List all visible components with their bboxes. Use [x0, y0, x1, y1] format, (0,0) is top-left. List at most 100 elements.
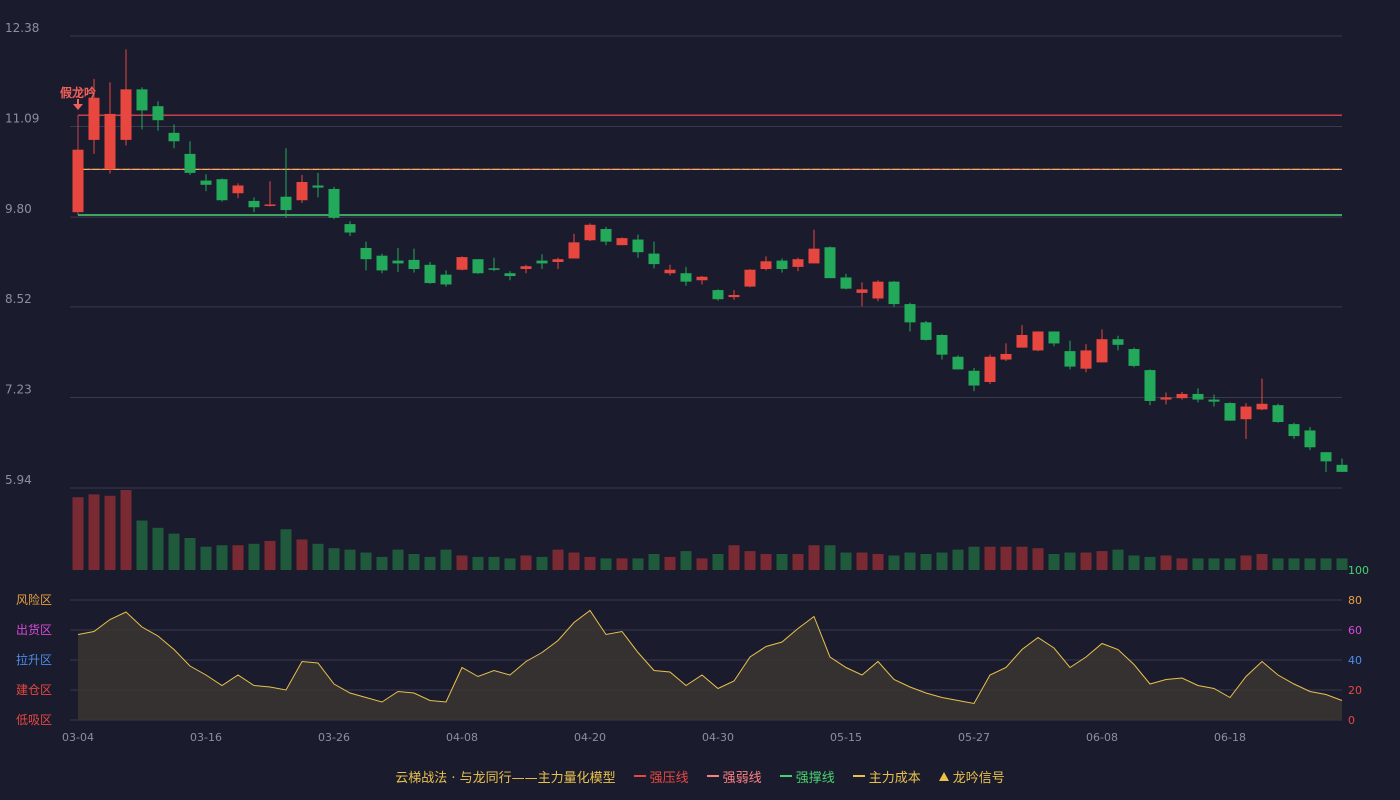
chart-legend: 云梯战法 · 与龙同行——主力量化模型 强压线 强弱线 强撑线 主力成本 龙吟信… — [0, 764, 1400, 788]
volume-bar — [968, 546, 980, 570]
volume-bar — [376, 556, 388, 570]
candle-body — [968, 370, 980, 386]
candle-body — [984, 356, 996, 383]
candle-body — [1224, 403, 1236, 421]
volume-bar — [952, 549, 964, 570]
volume-bar — [184, 538, 196, 570]
volume-bar — [808, 545, 820, 570]
candle-body — [1144, 370, 1156, 401]
volume-bar — [104, 495, 116, 570]
candle-body — [72, 149, 84, 213]
candle-body — [728, 294, 740, 298]
triangle-icon — [938, 771, 949, 781]
candle-body — [216, 179, 228, 201]
candle-body — [424, 264, 436, 284]
volume-bar — [136, 520, 148, 570]
volume-bar — [392, 549, 404, 570]
volume-bar — [1336, 558, 1348, 570]
volume-bar — [1192, 558, 1204, 570]
legend-strong-support[interactable]: 强撑线 — [779, 767, 835, 786]
candle-body — [1096, 339, 1108, 363]
volume-bar — [344, 549, 356, 570]
candle-body — [1032, 331, 1044, 351]
x-tick-label: 05-15 — [830, 731, 862, 744]
volume-bar — [520, 555, 532, 570]
volume-bar — [1096, 551, 1108, 570]
indicator-area — [78, 610, 1342, 720]
volume-bar — [648, 554, 660, 570]
candle-body — [680, 273, 692, 282]
volume-bar — [1000, 546, 1012, 570]
volume-bar — [840, 552, 852, 570]
volume-bar — [1080, 552, 1092, 570]
candle-body — [1176, 393, 1188, 399]
legend-strong-pressure[interactable]: 强压线 — [633, 767, 689, 786]
candle-body — [360, 247, 372, 260]
candle-body — [1016, 334, 1028, 348]
legend-dragon-signal[interactable]: 龙吟信号 — [938, 767, 1005, 786]
volume-bar — [728, 545, 740, 570]
volume-bar — [568, 552, 580, 570]
x-tick-label: 03-04 — [62, 731, 94, 744]
volume-bar — [1224, 558, 1236, 570]
volume-bar — [424, 556, 436, 570]
volume-bar — [1032, 548, 1044, 570]
volume-bar — [696, 558, 708, 570]
volume-bar — [232, 545, 244, 570]
zone-label: 出货区 — [16, 622, 52, 637]
candle-body — [1128, 349, 1140, 366]
candle-body — [856, 289, 868, 293]
price-tick-label: 12.38 — [5, 21, 39, 35]
x-tick-label: 06-08 — [1086, 731, 1118, 744]
legend-main-cost[interactable]: 主力成本 — [852, 767, 921, 786]
volume-bar — [328, 548, 340, 570]
candle-body — [1048, 331, 1060, 344]
volume-bar — [936, 552, 948, 570]
candle-body — [1304, 430, 1316, 448]
price-tick-label: 11.09 — [5, 112, 39, 126]
candle-body — [248, 200, 260, 208]
volume-bar — [120, 490, 132, 570]
candle-body — [616, 238, 628, 246]
volume-bar — [280, 529, 292, 570]
candle-body — [296, 181, 308, 201]
candle-body — [1256, 403, 1268, 410]
indicator-tick-label: 80 — [1348, 594, 1362, 607]
candle-body — [1320, 452, 1332, 462]
volume-bar — [1016, 546, 1028, 570]
volume-bar — [216, 545, 228, 570]
volume-bar — [920, 554, 932, 570]
candle-body — [1064, 351, 1076, 367]
indicator-tick-label: 40 — [1348, 654, 1362, 667]
volume-bar — [1288, 558, 1300, 570]
legend-main-cost-label: 主力成本 — [868, 770, 921, 786]
legend-weak-line[interactable]: 强弱线 — [706, 767, 762, 786]
strong-support-swatch-icon — [779, 775, 792, 777]
candle-body — [520, 266, 532, 270]
candle-body — [344, 224, 356, 233]
volume-bar — [536, 556, 548, 570]
volume-bar — [904, 552, 916, 570]
volume-bar — [1304, 558, 1316, 570]
volume-bar — [1048, 554, 1060, 570]
indicator-tick-label: 0 — [1348, 714, 1355, 727]
volume-bar — [584, 556, 596, 570]
volume-bar — [88, 494, 100, 570]
indicator-line — [77, 609, 1343, 705]
candle-body — [184, 153, 196, 173]
volume-bar — [1160, 555, 1172, 570]
volume-bar — [472, 556, 484, 570]
candle-body — [1160, 397, 1172, 400]
candle-body — [392, 260, 404, 264]
candle-body — [88, 97, 100, 140]
candle-body — [584, 224, 596, 241]
candle-body — [232, 185, 244, 194]
volume-bar — [312, 543, 324, 570]
volume-bar — [296, 539, 308, 570]
volume-bar — [152, 527, 164, 570]
price-tick-label: 7.23 — [5, 382, 32, 396]
signal-label: 假龙吟 — [60, 85, 96, 100]
volume-bar — [1064, 552, 1076, 570]
candle-body — [168, 132, 180, 142]
